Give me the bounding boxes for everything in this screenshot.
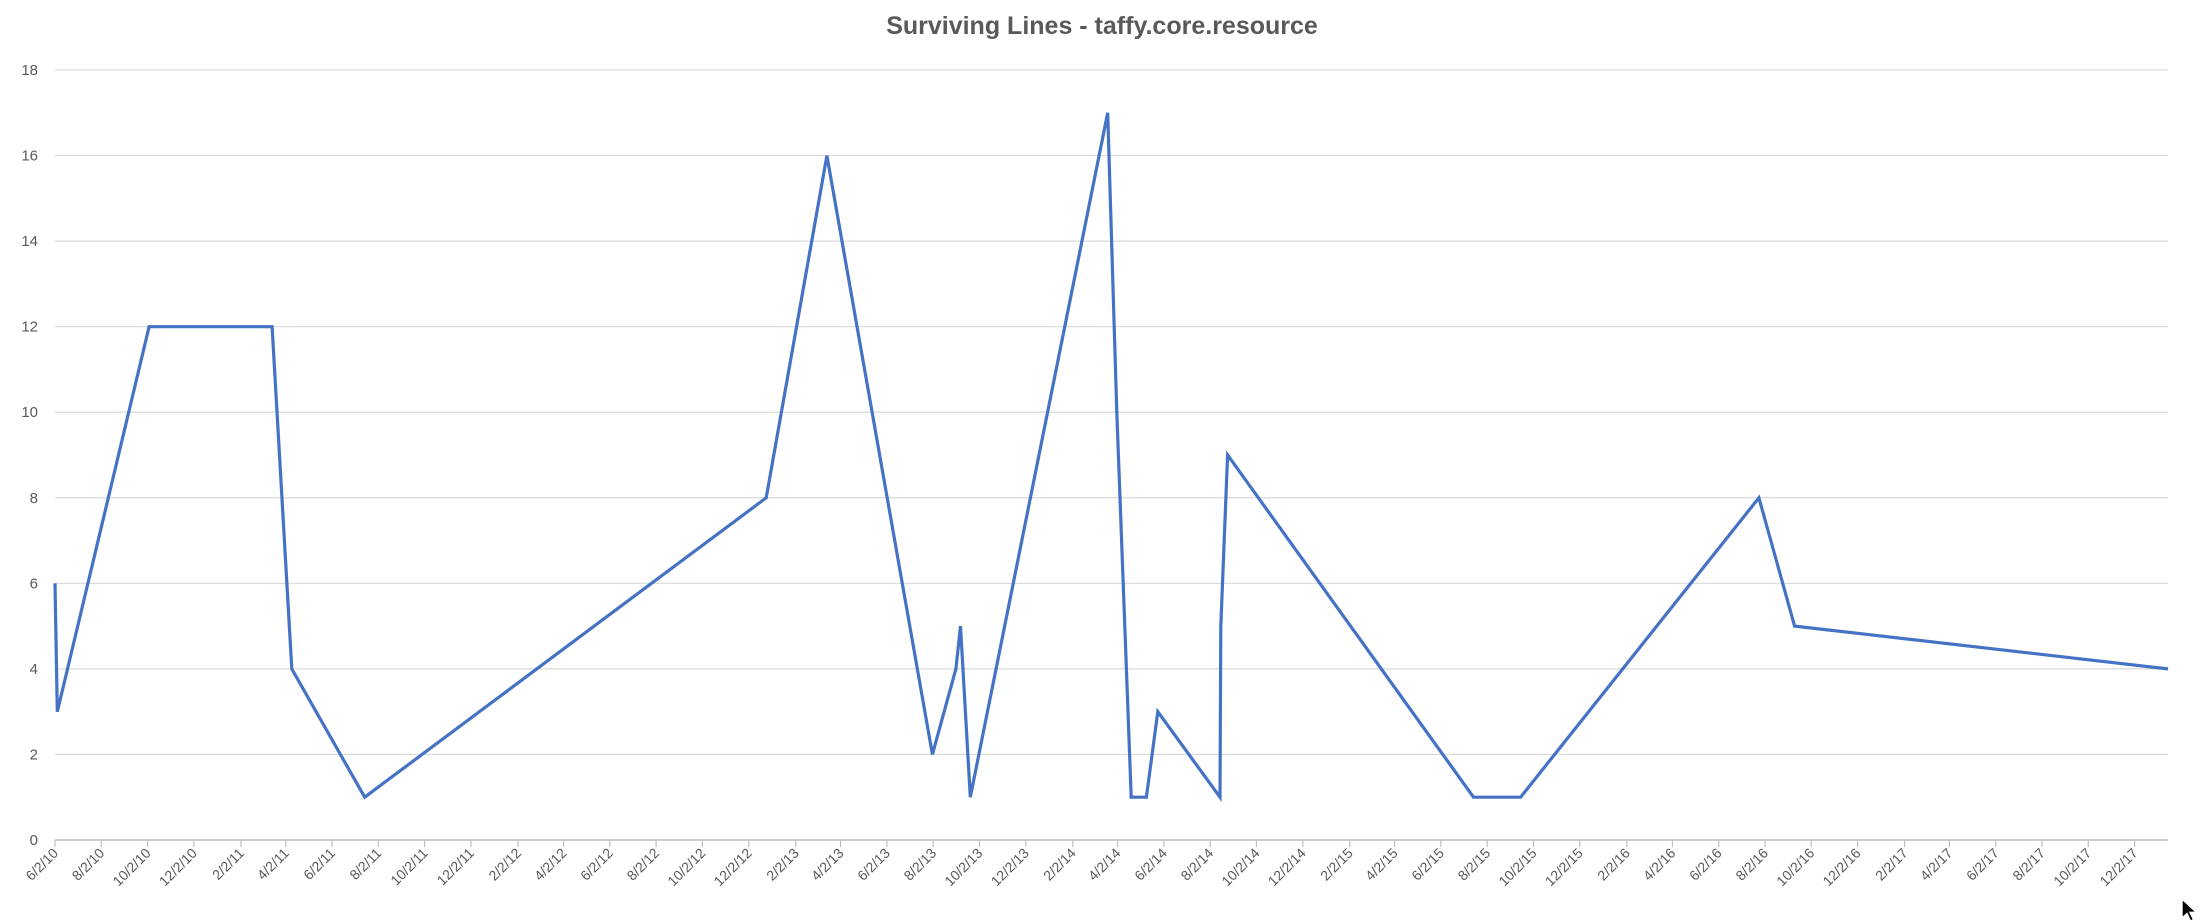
x-tick-label: 2/2/11: [209, 845, 247, 883]
y-tick-label: 6: [30, 575, 38, 592]
x-tick-label: 10/2/17: [2050, 845, 2094, 889]
x-tick-label: 12/2/17: [2096, 845, 2140, 889]
x-tick-label: 10/2/16: [1773, 845, 1817, 889]
x-tick-label: 6/2/15: [1408, 845, 1447, 884]
x-tick-label: 6/2/10: [22, 845, 61, 884]
x-tick-label: 8/2/10: [69, 845, 108, 884]
x-tick-label: 4/2/14: [1085, 845, 1124, 884]
x-tick-label: 2/2/15: [1317, 845, 1356, 884]
series-line-0: [53, 112, 2169, 803]
chart-title: Surviving Lines - taffy.core.resource: [886, 12, 1318, 40]
x-tick-label: 2/2/14: [1040, 845, 1079, 884]
y-tick-label: 8: [30, 490, 38, 507]
x-tick-label: 12/2/12: [710, 845, 754, 889]
x-tick-label: 10/2/14: [1218, 845, 1262, 889]
x-tick-label: 12/2/11: [433, 845, 477, 889]
x-tick-label: 12/2/15: [1542, 845, 1586, 889]
x-tick-label: 6/2/13: [854, 845, 893, 884]
y-tick-label: 0: [30, 832, 38, 849]
x-tick-label: 12/2/14: [1265, 845, 1309, 889]
x-tick-label: 8/2/15: [1454, 845, 1493, 884]
x-tick-label: 6/2/16: [1686, 845, 1725, 884]
x-tick-label: 10/2/12: [664, 845, 708, 889]
x-tick-label: 12/2/13: [988, 845, 1032, 889]
x-tick-label: 4/2/13: [808, 845, 847, 884]
x-tick-label: 10/2/15: [1495, 845, 1539, 889]
mouse-pointer-icon: [2181, 898, 2199, 922]
x-tick-label: 6/2/14: [1131, 845, 1170, 884]
x-tick-label: 6/2/11: [300, 845, 338, 883]
x-tick-label: 8/2/13: [900, 845, 939, 884]
x-tick-label: 2/2/17: [1872, 845, 1911, 884]
x-tick-label: 8/2/11: [346, 845, 384, 883]
x-tick-label: 4/2/12: [531, 845, 570, 884]
x-tick-label: 2/2/16: [1594, 845, 1633, 884]
x-tick-label: 12/2/10: [156, 845, 200, 889]
y-axis: 0 2 4 6 8 10 12 14 16 18: [21, 62, 38, 849]
x-tick-label: 2/2/13: [763, 845, 802, 884]
x-tick-label: 10/2/10: [109, 845, 153, 889]
x-tick-label: 6/2/17: [1963, 845, 2002, 884]
gridlines: [55, 69, 2168, 756]
x-tick-label: 6/2/12: [577, 845, 616, 884]
x-tick-label: 10/2/11: [387, 845, 431, 889]
x-tick-label: 12/2/16: [1819, 845, 1863, 889]
series-group: [53, 112, 2169, 803]
x-tick-label: 8/2/12: [623, 845, 662, 884]
y-tick-label: 2: [30, 746, 38, 763]
x-tick-label: 4/2/17: [1917, 845, 1956, 884]
y-tick-label: 10: [21, 404, 38, 421]
y-tick-label: 18: [21, 62, 38, 79]
x-tick-label: 2/2/12: [485, 845, 524, 884]
y-tick-label: 16: [21, 148, 38, 165]
x-tick-label: 8/2/17: [2009, 845, 2048, 884]
x-tick-label: 10/2/13: [941, 845, 985, 889]
y-tick-label: 4: [30, 661, 38, 678]
y-tick-label: 14: [21, 233, 38, 250]
x-tick-label: 4/2/11: [254, 845, 292, 883]
x-tick-label: 4/2/15: [1362, 845, 1401, 884]
x-tick-label: 4/2/16: [1640, 845, 1679, 884]
x-tick-label: 8/2/14: [1177, 845, 1216, 884]
y-tick-label: 12: [21, 319, 38, 336]
x-tick-label: 8/2/16: [1732, 845, 1771, 884]
x-axis: 6/2/10 8/2/10 10/2/10 12/2/10 2/2/11 4/2/11 6/…: [22, 840, 2141, 889]
